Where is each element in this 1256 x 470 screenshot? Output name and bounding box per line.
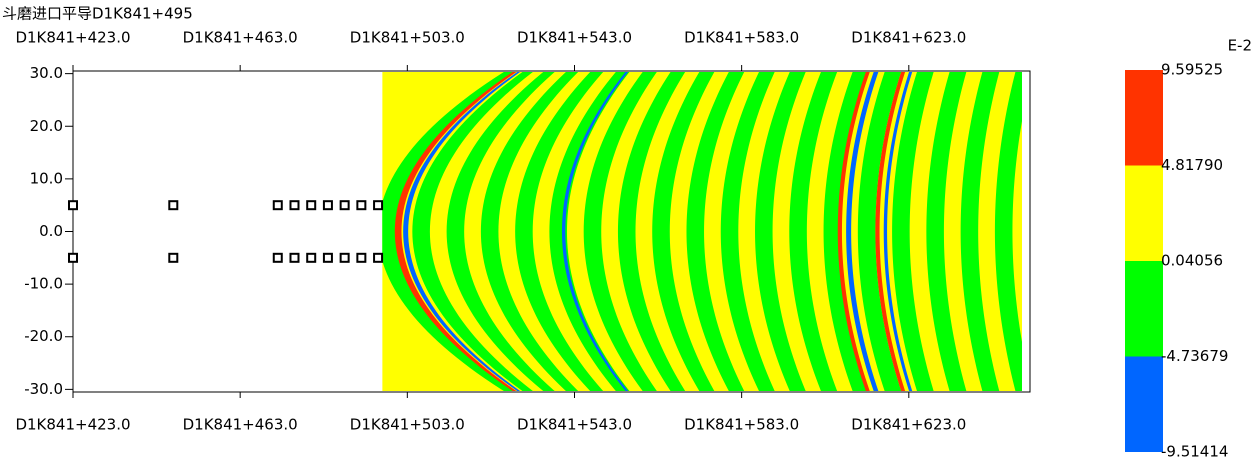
colorbar-band <box>1125 165 1163 261</box>
source-point <box>356 252 367 263</box>
source-point <box>373 200 384 211</box>
colorbar-scale-label: E-2 <box>1228 37 1252 55</box>
contour-band <box>382 72 514 391</box>
y-tick-label: -30.0 <box>24 380 63 398</box>
source-point <box>168 252 179 263</box>
source-point <box>272 200 283 211</box>
y-tick-label: -10.0 <box>24 275 63 293</box>
source-point <box>306 200 317 211</box>
source-point <box>168 200 179 211</box>
source-point <box>373 252 384 263</box>
colorbar-label: 4.81790 <box>1161 156 1223 174</box>
colorbar-label: 9.59525 <box>1161 61 1223 79</box>
x-tick-label: D1K841+503.0 <box>350 416 465 434</box>
source-point <box>68 252 78 263</box>
source-point <box>272 252 283 263</box>
contour-band <box>1029 68 1066 394</box>
contour-band <box>994 72 1022 391</box>
chart-title: 斗磨进口平导D1K841+495 <box>2 5 193 23</box>
contour-band <box>926 72 967 391</box>
contour-band <box>823 72 869 391</box>
contour-band <box>652 72 715 391</box>
colorbar-label: -9.51414 <box>1161 443 1228 461</box>
contour-band <box>549 72 630 391</box>
source-point <box>322 252 333 263</box>
x-tick-label-top: D1K841+503.0 <box>350 29 465 47</box>
contour-band <box>846 72 879 391</box>
contour-band <box>686 72 745 391</box>
y-tick-label: 10.0 <box>30 169 63 187</box>
x-tick-label: D1K841+623.0 <box>851 416 966 434</box>
source-point <box>339 252 350 263</box>
y-tick-label: 20.0 <box>30 117 63 135</box>
x-tick-label-top: D1K841+423.0 <box>15 29 130 47</box>
contour-band <box>446 72 555 391</box>
contour-band <box>412 72 533 391</box>
colorbar-band <box>1125 356 1163 452</box>
colorbar-label: 0.04056 <box>1161 251 1223 269</box>
source-point <box>289 200 300 211</box>
contour-band <box>883 72 913 391</box>
colorbar-band <box>1125 70 1163 166</box>
x-tick-label-top: D1K841+623.0 <box>851 29 966 47</box>
contour-band <box>561 72 629 391</box>
x-tick-label: D1K841+463.0 <box>183 416 298 434</box>
contour-band <box>617 72 686 391</box>
x-tick-label-top: D1K841+463.0 <box>183 29 298 47</box>
contour-band <box>394 72 517 391</box>
contour-band <box>857 72 902 391</box>
colorbar-label: -4.73679 <box>1161 347 1228 365</box>
contour-band <box>403 72 521 391</box>
contour-band <box>960 72 1000 391</box>
y-tick-label: 0.0 <box>39 222 63 240</box>
y-tick-label: -20.0 <box>24 327 63 345</box>
source-point <box>339 200 350 211</box>
x-tick-label: D1K841+583.0 <box>684 416 799 434</box>
source-point <box>289 252 300 263</box>
source-point <box>356 200 367 211</box>
contour-band <box>720 72 775 391</box>
contour-band <box>875 72 906 391</box>
contour-band <box>480 72 579 391</box>
source-point <box>322 200 333 211</box>
contour-field <box>382 68 1066 394</box>
x-tick-label-top: D1K841+543.0 <box>517 29 632 47</box>
contour-band <box>583 72 657 391</box>
contour-band <box>892 72 934 391</box>
source-point <box>68 200 78 211</box>
contour-band <box>789 72 838 391</box>
contour-band <box>837 72 870 391</box>
contour-band <box>755 72 806 391</box>
source-point <box>306 252 317 263</box>
x-tick-label: D1K841+423.0 <box>15 416 130 434</box>
x-tick-label: D1K841+543.0 <box>517 416 632 434</box>
y-tick-label: 30.0 <box>30 64 63 82</box>
x-tick-label-top: D1K841+583.0 <box>684 29 799 47</box>
colorbar-band <box>1125 260 1163 357</box>
contour-band <box>515 72 604 391</box>
